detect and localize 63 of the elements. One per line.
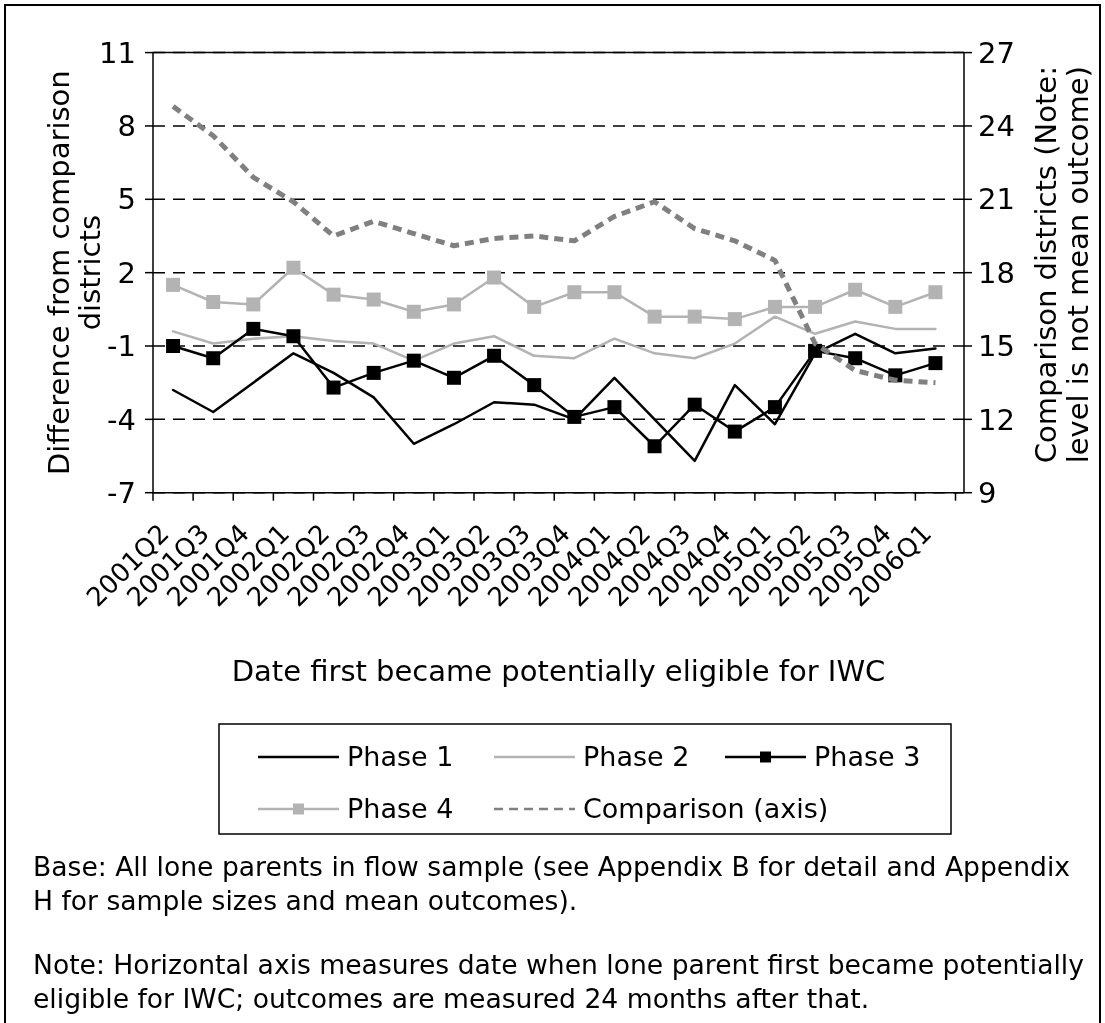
point <box>326 287 341 302</box>
point <box>246 297 261 312</box>
point <box>166 277 181 292</box>
legend-label: Comparison (axis) <box>583 793 829 825</box>
y-tick-label: -1 <box>107 329 136 364</box>
y2-axis-title: Comparison districts (Note: level is not mean outcome) <box>1029 65 1096 464</box>
legend-label: Phase 4 <box>347 793 454 825</box>
point <box>727 424 742 439</box>
point <box>687 397 702 412</box>
point <box>487 348 502 363</box>
point <box>366 292 381 307</box>
point <box>928 356 943 371</box>
y-axis-title: Difference from comparison districts <box>42 70 108 476</box>
point <box>206 294 221 309</box>
y-tick-label: 5 <box>117 182 136 217</box>
point <box>487 270 502 285</box>
y-tick-label: 2 <box>117 255 136 290</box>
point <box>647 439 662 454</box>
y-tick-label: -4 <box>107 402 136 437</box>
point <box>567 285 582 300</box>
point <box>808 343 823 358</box>
text: Note: Horizontal axis measures date when lone parent first became potentially eligible for IWC; outcomes are measured 24 months after that. <box>33 949 1084 1014</box>
point <box>206 351 221 366</box>
point <box>808 299 823 314</box>
point <box>446 370 461 385</box>
legend-label: Phase 1 <box>347 741 454 773</box>
point <box>888 299 903 314</box>
y2-tick-label: 15 <box>978 329 1015 364</box>
point <box>567 409 582 424</box>
point <box>286 260 301 275</box>
point <box>848 282 863 297</box>
y-tick-label: 11 <box>99 35 136 70</box>
point <box>406 353 421 368</box>
y2-tick-label: 18 <box>978 255 1015 290</box>
point <box>607 400 622 415</box>
point <box>527 299 542 314</box>
y2-tick-label: 12 <box>978 402 1015 437</box>
legend-label: Phase 2 <box>583 741 690 773</box>
y2-tick-label: 21 <box>978 182 1015 217</box>
y2-tick-label: 9 <box>978 475 997 510</box>
point <box>166 339 181 353</box>
text: Base: All lone parents in flow sample (see Appendix B for detail and Appendix H for sample sizes and mean outcomes). <box>33 851 1071 916</box>
y2-tick-label: 27 <box>978 35 1015 70</box>
y-tick-label: -7 <box>107 475 136 510</box>
legend-label: Phase 3 <box>814 741 921 773</box>
point <box>767 299 782 314</box>
point <box>366 365 381 380</box>
point <box>326 380 341 395</box>
point <box>767 400 782 415</box>
point <box>647 309 662 324</box>
x-axis-title: Date first became potentially eligible for IWC <box>231 654 886 688</box>
y-tick-label: 8 <box>117 109 136 144</box>
point <box>848 351 863 366</box>
point <box>246 321 261 336</box>
y2-tick-label: 24 <box>978 109 1015 144</box>
point <box>727 312 742 327</box>
point <box>286 329 301 344</box>
point <box>928 285 943 300</box>
point <box>446 297 461 312</box>
point <box>527 378 542 393</box>
point <box>687 309 702 324</box>
point <box>406 304 421 319</box>
point <box>607 285 622 300</box>
